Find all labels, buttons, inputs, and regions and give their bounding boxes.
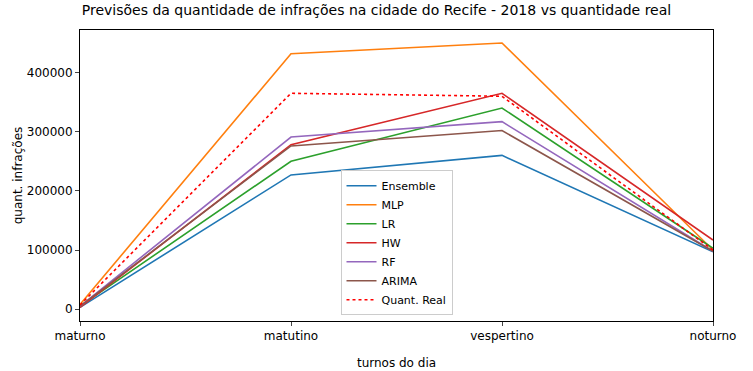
svg-text:LR: LR: [382, 218, 396, 231]
svg-text:Ensemble: Ensemble: [382, 180, 436, 193]
svg-text:noturno: noturno: [690, 329, 737, 343]
svg-text:MLP: MLP: [382, 199, 405, 212]
svg-text:200000: 200000: [27, 184, 73, 198]
svg-text:quant. infrações: quant. infrações: [11, 127, 25, 225]
svg-text:maturno: maturno: [54, 329, 105, 343]
svg-text:400000: 400000: [27, 66, 73, 80]
svg-text:0: 0: [65, 302, 73, 316]
svg-text:100000: 100000: [27, 243, 73, 257]
svg-text:vespertino: vespertino: [470, 329, 534, 343]
svg-text:300000: 300000: [27, 125, 73, 139]
svg-text:Previsões da quantidade de inf: Previsões da quantidade de infrações na …: [82, 2, 671, 18]
svg-text:matutino: matutino: [264, 329, 318, 343]
svg-text:HW: HW: [382, 237, 401, 250]
svg-text:Quant. Real: Quant. Real: [382, 294, 446, 307]
svg-text:RF: RF: [382, 256, 396, 269]
svg-text:ARIMA: ARIMA: [382, 275, 418, 288]
svg-text:turnos do dia: turnos do dia: [357, 356, 436, 370]
